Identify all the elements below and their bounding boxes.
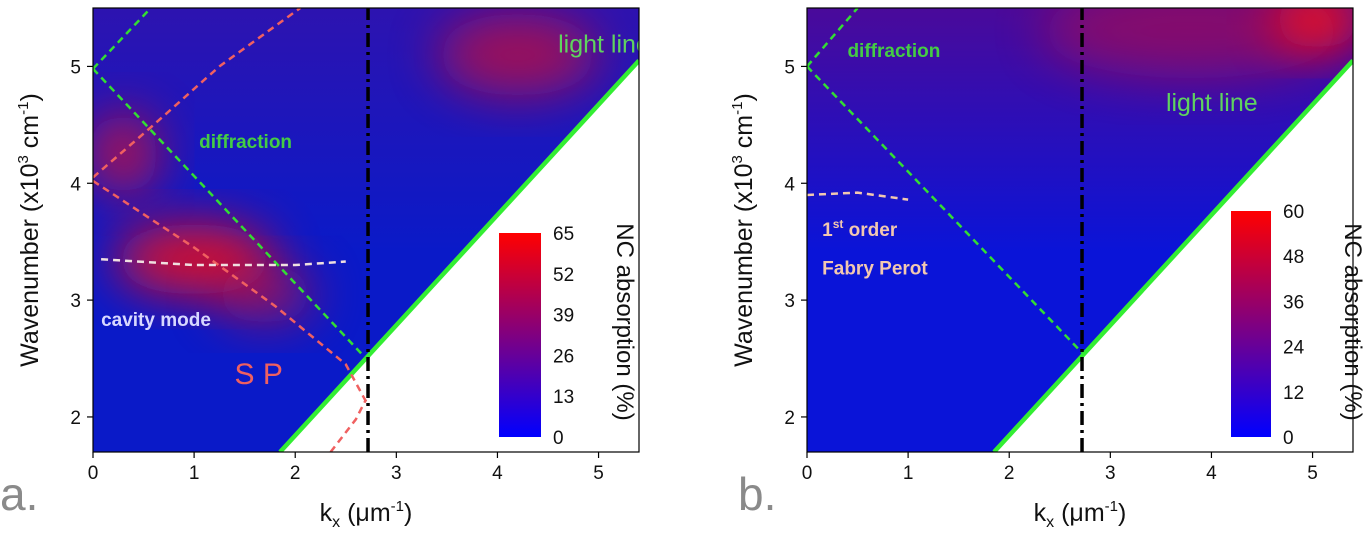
panel-a-line-light-line [278, 59, 639, 452]
panel-a-x-axis-label-part: ) [404, 499, 412, 527]
panel-b-y-axis-label-part: cm [730, 115, 758, 155]
panel-b-colorbar [1231, 211, 1271, 437]
panel-b-annotation-part: 1 [822, 220, 833, 241]
panel-a-y-axis-label-part: -1 [15, 102, 32, 115]
panel-a-x-axis-label-part: (μm [340, 499, 391, 527]
panel-a-colorbar-tick-label: 65 [553, 224, 574, 245]
panel-a-y-axis-label-part: 3 [15, 155, 32, 163]
panel-b-annotation-1st-order: 1st order [822, 217, 898, 241]
panel-b-colorbar-tick-label: 48 [1283, 247, 1304, 268]
panel-a-colorbar-tick-label: 26 [553, 346, 574, 367]
panel-b-y-tick-label: 5 [784, 57, 795, 78]
panel-b-colorbar-tick-label: 36 [1283, 292, 1304, 313]
panel-b-y-axis-label: Wavenumber (x103 cm-1) [729, 93, 758, 367]
panel-b-annotation-part: order [843, 220, 897, 241]
panel-a-y-axis-label-part: cm [16, 115, 44, 155]
panel-a-colorbar-tick-label: 13 [553, 387, 574, 408]
panel-a-heatmap-hotspot [214, 265, 316, 324]
panel-a-x-tick-label: 5 [593, 463, 604, 484]
panel-a-x-tick-label: 4 [492, 463, 503, 484]
panel-b-x-tick-label: 2 [1004, 463, 1015, 484]
panel-a-colorbar-tick-label: 39 [553, 306, 574, 327]
panel-a-annotation-light-line: light line [558, 30, 650, 58]
panel-b-heatmap-hotspot [1039, 8, 1343, 79]
panel-b-y-tick-label: 3 [784, 291, 795, 312]
panel-a-y-axis-label-part: ) [16, 93, 44, 101]
panel-a-y-tick-label: 3 [70, 291, 81, 312]
panel-a-y-tick-label: 2 [70, 408, 81, 429]
panel-a-annotation-cavity-mode: cavity mode [101, 310, 211, 331]
panel-a-x-tick-label: 1 [189, 463, 200, 484]
panel-b-x-tick-label: 5 [1307, 463, 1318, 484]
panel-b-line-light-line [992, 59, 1353, 452]
panel-b-colorbar-tick-label: 12 [1283, 383, 1304, 404]
panel-a-x-axis-label: kx (μm-1) [320, 498, 413, 531]
panel-b-x-axis-label-part: k [1034, 499, 1047, 527]
panel-b-x-axis-label: kx (μm-1) [1034, 498, 1127, 531]
panel-a-line-cavity-mode [101, 257, 346, 267]
panel-a-y-axis-label: Wavenumber (x103 cm-1) [15, 93, 44, 367]
panel-a-annotation-diffraction: diffraction [199, 132, 292, 153]
panel-b-line-diffraction-1 [807, 65, 1083, 354]
panel-a-line-diffraction-2 [93, 9, 150, 70]
panel-b-axes-frame [806, 7, 1354, 453]
panel-b-x-axis-label-part: (μm [1054, 499, 1105, 527]
panel-a-colorbar-tick-label: 0 [553, 428, 564, 449]
panel-a-y-tick-label: 4 [70, 174, 81, 195]
panel-b-colorbar-label: NC absorption (%) [1339, 223, 1363, 420]
panel-a-line-sp-2 [93, 179, 370, 406]
panel-a-x-tick-label: 0 [88, 463, 99, 484]
panel-b-line-fabry-perot [807, 191, 909, 201]
panel-a-label: a. [0, 468, 38, 520]
panel-a-line-sp-1 [93, 8, 302, 179]
panel-a-heatmap-hotspot [436, 13, 599, 96]
panel-b-x-tick-label: 3 [1105, 463, 1116, 484]
panel-b-colorbar-tick-label: 24 [1283, 338, 1305, 359]
panel-a-x-axis-label-part: -1 [391, 498, 404, 515]
panel-a-colorbar [499, 233, 541, 437]
panel-a-plot-area: light line diffraction cavity mode S P [93, 8, 650, 452]
panel-b-line-diffraction-2 [807, 8, 859, 68]
panel-b-x-tick-label: 0 [802, 463, 813, 484]
panel-b-y-tick-label: 4 [784, 174, 795, 195]
panel-b-y-axis-label-part: Wavenumber (x10 [730, 163, 758, 366]
panel-a-x-axis-label-part: k [320, 499, 333, 527]
panel-a-annotation-s-p: S P [235, 358, 283, 391]
panel-b-x-axis-label-part: x [1046, 514, 1054, 531]
panel-b-annotation-fabry-perot: Fabry Perot [822, 258, 928, 279]
panel-b-y-axis-label-part: -1 [729, 102, 746, 115]
panel-a-y-axis-label-part: Wavenumber (x10 [16, 163, 44, 366]
panel-b-x-tick-label: 1 [903, 463, 914, 484]
panel-b-y-axis-label-part: ) [730, 93, 758, 101]
panel-b-y-tick-label: 2 [784, 408, 795, 429]
panel-a-axes-frame [92, 7, 640, 453]
panel-b-x-axis-label-part: -1 [1105, 498, 1118, 515]
panel-a-line-sp-3 [329, 398, 368, 452]
panel-a-heatmap-hotspot [93, 113, 159, 195]
panel-a-line-diffraction-1 [93, 67, 367, 360]
panel-b-label: b. [738, 468, 776, 520]
panel-b-x-axis-label-part: ) [1118, 499, 1126, 527]
panel-b-plot-area: light line diffraction 1st order Fabry Pero… [807, 8, 1353, 452]
panel-a-x-axis-label-part: x [332, 514, 340, 531]
panel-b-annotation-light-line: light line [1166, 89, 1258, 117]
panel-b-annotation-diffraction: diffraction [847, 41, 940, 62]
panel-a-y-tick-label: 5 [70, 57, 81, 78]
panel-a: light line diffraction cavity mode S P 0 1 2 3 4… [0, 7, 650, 531]
panel-a-colorbar-tick-label: 52 [553, 265, 574, 286]
panel-a-x-tick-label: 3 [391, 463, 402, 484]
panel-b-y-axis-label-part: 3 [729, 155, 746, 163]
panel-b-colorbar-tick-label: 0 [1283, 428, 1294, 449]
panel-b-annotation-part: st [833, 217, 844, 231]
panel-b-colorbar-tick-label: 60 [1283, 202, 1304, 223]
panel-a-colorbar-label: NC absorption (%) [611, 223, 638, 420]
panel-a-x-tick-label: 2 [290, 463, 301, 484]
panel-b-x-tick-label: 4 [1206, 463, 1217, 484]
